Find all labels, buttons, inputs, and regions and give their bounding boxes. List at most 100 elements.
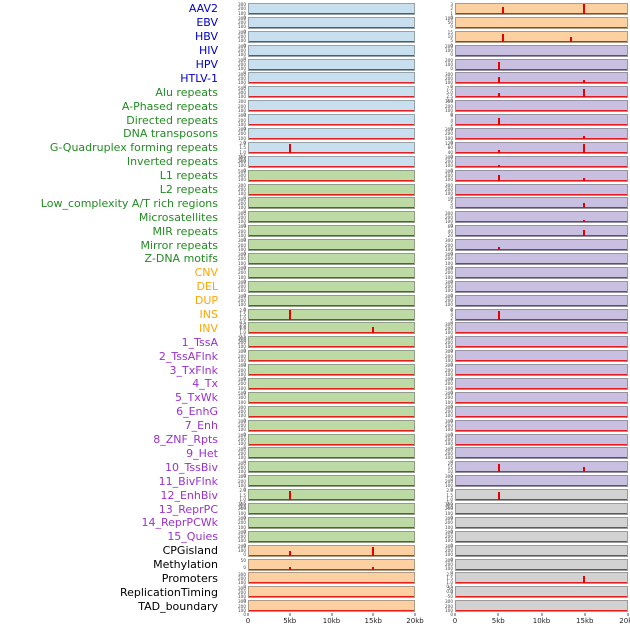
y-tick-label: 200 xyxy=(445,57,453,63)
density-panel-left xyxy=(248,72,415,85)
y-tick-label: 100 xyxy=(238,441,246,447)
y-tick-label: 100 xyxy=(238,548,246,554)
baseline-trace xyxy=(456,568,627,570)
baseline-trace xyxy=(249,262,414,264)
baseline-trace xyxy=(249,429,414,431)
density-panel-right xyxy=(455,475,628,488)
y-tick-label: 100 xyxy=(445,399,453,405)
track-label: 5_TxWk xyxy=(175,391,218,405)
y-axis-ticks-left: 300 200 100 0 xyxy=(218,336,248,353)
baseline-trace xyxy=(456,179,627,181)
y-tick-label: 200 xyxy=(445,270,453,276)
y-axis-ticks-right: 300 200 100 0 xyxy=(429,447,455,464)
y-tick-label: 300 xyxy=(238,154,246,160)
density-panel-right xyxy=(455,489,628,502)
y-tick-label: 0 xyxy=(243,250,246,256)
y-tick-label: 7.5 xyxy=(446,85,453,91)
density-spike xyxy=(583,466,586,473)
y-tick-label: 200 xyxy=(238,20,246,26)
y-tick-label: 0 xyxy=(243,42,246,48)
y-tick-label: 100 xyxy=(238,135,246,141)
baseline-trace xyxy=(456,318,627,320)
y-tick-label: 200 xyxy=(238,367,246,373)
y-tick-label: 0.0 xyxy=(446,505,453,511)
track-label: Mirror repeats xyxy=(140,238,219,252)
baseline-trace xyxy=(456,235,627,237)
density-panel-left xyxy=(248,86,415,99)
y-tick-label: 0 xyxy=(450,223,453,229)
y-tick-label: 100 xyxy=(445,246,453,252)
track-label: CPGisland xyxy=(162,544,218,558)
y-tick-label: 100 xyxy=(445,343,453,349)
track-label: 6_EnhG xyxy=(176,405,218,419)
y-tick-label: 100 xyxy=(445,566,453,572)
density-panel-left xyxy=(248,239,415,252)
baseline-trace xyxy=(456,582,627,584)
y-axis-ticks-right: 300 200 100 0 xyxy=(429,72,455,89)
y-tick-label: 0 xyxy=(450,14,453,20)
track-row: 4_Tx 300 200 100 0 300 200 100 0 xyxy=(0,377,630,395)
y-tick-label: 2.0 xyxy=(446,488,453,494)
density-panel-right xyxy=(455,127,628,140)
track-label: 4_Tx xyxy=(192,377,218,391)
density-spike xyxy=(289,566,292,570)
baseline-trace xyxy=(249,82,414,84)
y-tick-label: 300 xyxy=(238,182,246,188)
y-tick-label: 300 xyxy=(445,349,453,355)
y-tick-label: 100 xyxy=(445,538,453,544)
y-tick-label: 1.0 xyxy=(239,496,246,502)
y-axis-ticks-left: 300 200 100 0 xyxy=(218,114,248,131)
density-spike xyxy=(497,247,500,251)
y-axis-ticks-left: 300 200 100 0 xyxy=(218,572,248,589)
track-label: 11_BivFlnk xyxy=(158,474,218,488)
track-label: Promoters xyxy=(161,571,218,585)
x-tick-label: 20kb xyxy=(406,617,424,626)
y-tick-label: 0 xyxy=(243,487,246,493)
y-tick-label: 300 xyxy=(445,154,453,160)
y-tick-label: 200 xyxy=(238,34,246,40)
y-tick-label: 100 xyxy=(238,343,246,349)
y-axis-ticks-left: 300 200 100 0 xyxy=(218,364,248,381)
track-row: Microsatellites 300 200 100 0 300 200 100 0 xyxy=(0,210,630,228)
y-tick-label: 100 xyxy=(445,524,453,530)
track-label: INV xyxy=(199,321,218,335)
y-tick-label: 200 xyxy=(238,103,246,109)
y-tick-label: 100 xyxy=(238,580,246,586)
y-tick-label: 300 xyxy=(445,238,453,244)
track-label: 7_Enh xyxy=(184,419,218,433)
y-tick-label: 0 xyxy=(243,223,246,229)
y-tick-label: 0 xyxy=(450,542,453,548)
baseline-trace xyxy=(456,207,627,209)
y-tick-label: 0 xyxy=(243,514,246,520)
track-row: Z-DNA motifs 300 200 100 0 300 200 100 0 xyxy=(0,252,630,270)
y-axis-ticks-left: 300 200 100 0 xyxy=(218,182,248,200)
y-tick-label: 200 xyxy=(445,437,453,442)
baseline-trace xyxy=(456,54,627,56)
y-tick-label: 200 xyxy=(445,409,453,415)
baseline-trace xyxy=(456,346,627,348)
y-axis-ticks-left: 2.0 1.5 1.0 0.5 0.0 xyxy=(218,308,248,329)
baseline-trace xyxy=(456,485,627,487)
y-tick-label: 0.5 xyxy=(446,584,453,590)
y-tick-label: 100 xyxy=(238,455,246,461)
y-tick-label: 1.5 xyxy=(239,325,246,331)
baseline-trace xyxy=(249,137,414,139)
y-tick-label: 100 xyxy=(445,371,453,377)
x-axis-spacer xyxy=(0,613,248,629)
y-tick-label: 0 xyxy=(450,205,453,211)
y-tick-label: 0 xyxy=(450,362,453,368)
y-tick-label: 200 xyxy=(238,186,246,192)
track-row: HTLV-1 300 200 100 0 300 200 100 0 xyxy=(0,71,630,89)
baseline-trace xyxy=(249,346,414,348)
baseline-trace xyxy=(249,540,414,542)
y-tick-label: 200 xyxy=(445,520,453,526)
y-tick-label: 300 xyxy=(445,210,453,216)
y-tick-label: 0.0 xyxy=(239,324,246,330)
y-tick-label: 200 xyxy=(445,381,453,387)
track-row: 13_ReprPC 300 200 100 0 300 200 100 0 xyxy=(0,502,630,520)
track-label: G-Quadruplex forming repeats xyxy=(49,141,218,155)
track-row: HIV 300 200 100 0 200 100 0 xyxy=(0,44,630,61)
density-panel-left xyxy=(248,2,415,15)
y-tick-label: 0 xyxy=(450,477,453,483)
